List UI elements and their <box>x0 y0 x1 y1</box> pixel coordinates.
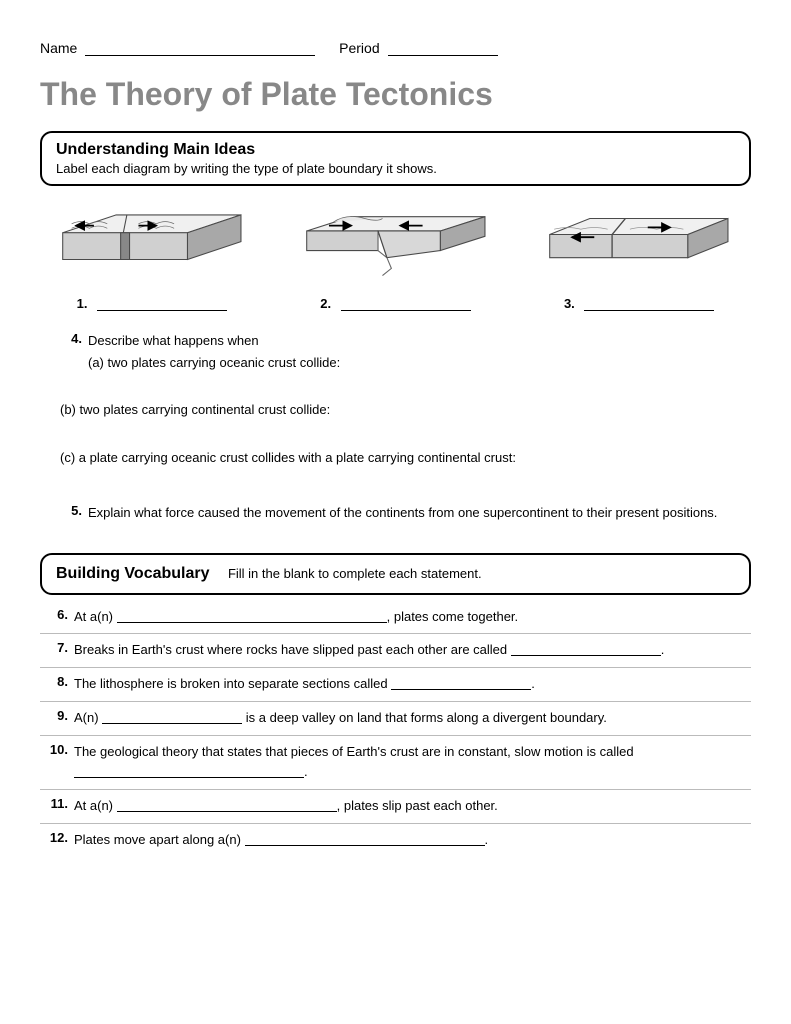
section2-heading: Building Vocabulary <box>56 565 210 582</box>
period-blank[interactable] <box>388 42 498 56</box>
v7-post: . <box>661 642 665 657</box>
v10-pre: The geological theory that states that p… <box>74 744 634 759</box>
diagram-3: 3. <box>527 206 751 311</box>
question-4: 4. Describe what happens when (a) two pl… <box>58 331 751 495</box>
diagram-2-blank[interactable] <box>341 297 471 311</box>
period-label: Period <box>339 40 379 56</box>
section-understanding-ideas: Understanding Main Ideas Label each diag… <box>40 131 751 186</box>
section1-instruction: Label each diagram by writing the type o… <box>56 161 735 176</box>
vocab-10: 10. The geological theory that states th… <box>40 736 751 791</box>
transform-boundary-icon <box>527 206 751 288</box>
v10-post: . <box>304 764 308 779</box>
v12-num: 12. <box>40 830 68 845</box>
vocab-12: 12. Plates move apart along a(n) . <box>40 824 751 857</box>
q4a-label: (a) <box>88 355 104 370</box>
v6-post: , plates come together. <box>387 609 519 624</box>
q4-part-b: (b) two plates carrying continental crus… <box>60 400 751 420</box>
questions-block: 4. Describe what happens when (a) two pl… <box>58 331 751 523</box>
name-label: Name <box>40 40 77 56</box>
v6-pre: At a(n) <box>74 609 117 624</box>
diagram-2: 2. <box>284 206 508 311</box>
v11-post: , plates slip past each other. <box>337 798 498 813</box>
q4-part-c: (c) a plate carrying oceanic crust colli… <box>60 448 751 468</box>
q4b-text: two plates carrying continental crust co… <box>80 402 331 417</box>
vocab-7: 7. Breaks in Earth's crust where rocks h… <box>40 634 751 668</box>
vocab-11: 11. At a(n) , plates slip past each othe… <box>40 790 751 824</box>
v12-blank[interactable] <box>245 834 485 846</box>
v6-blank[interactable] <box>117 611 387 623</box>
v7-blank[interactable] <box>511 644 661 656</box>
q4a-text: two plates carrying oceanic crust collid… <box>108 355 341 370</box>
diagram-1-answer: 1. <box>77 296 227 311</box>
q4c-text: a plate carrying oceanic crust collides … <box>79 450 516 465</box>
convergent-boundary-icon <box>284 206 508 288</box>
q5-num: 5. <box>58 503 82 523</box>
vocab-6: 6. At a(n) , plates come together. <box>40 601 751 635</box>
v9-pre: A(n) <box>74 710 102 725</box>
question-5: 5. Explain what force caused the movemen… <box>58 503 751 523</box>
vocab-8: 8. The lithosphere is broken into separa… <box>40 668 751 702</box>
diagram-3-num: 3. <box>564 296 575 311</box>
section-building-vocabulary: Building Vocabulary Fill in the blank to… <box>40 553 751 595</box>
v8-post: . <box>531 676 535 691</box>
q4-part-a: (a) two plates carrying oceanic crust co… <box>88 353 751 373</box>
q5-text: Explain what force caused the movement o… <box>88 503 751 523</box>
v12-post: . <box>485 832 489 847</box>
v8-blank[interactable] <box>391 678 531 690</box>
diagram-3-answer: 3. <box>564 296 714 311</box>
v11-num: 11. <box>40 796 68 811</box>
q4b-label: (b) <box>60 402 76 417</box>
diagram-1: 1. <box>40 206 264 311</box>
diagram-3-blank[interactable] <box>584 297 714 311</box>
v10-num: 10. <box>40 742 68 757</box>
diagram-2-answer: 2. <box>320 296 470 311</box>
page-title: The Theory of Plate Tectonics <box>40 76 751 113</box>
v11-pre: At a(n) <box>74 798 117 813</box>
v9-num: 9. <box>40 708 68 723</box>
diagram-2-num: 2. <box>320 296 331 311</box>
name-blank[interactable] <box>85 42 315 56</box>
q4c-label: (c) <box>60 450 75 465</box>
section2-instruction: Fill in the blank to complete each state… <box>228 566 482 581</box>
q4-intro: Describe what happens when <box>88 333 259 348</box>
vocab-list: 6. At a(n) , plates come together. 7. Br… <box>40 601 751 857</box>
divergent-boundary-icon <box>40 206 264 288</box>
v8-pre: The lithosphere is broken into separate … <box>74 676 391 691</box>
vocab-9: 9. A(n) is a deep valley on land that fo… <box>40 702 751 736</box>
v7-num: 7. <box>40 640 68 655</box>
v12-pre: Plates move apart along a(n) <box>74 832 245 847</box>
diagram-1-blank[interactable] <box>97 297 227 311</box>
v6-num: 6. <box>40 607 68 622</box>
v7-pre: Breaks in Earth's crust where rocks have… <box>74 642 511 657</box>
diagram-1-num: 1. <box>77 296 88 311</box>
diagrams-row: 1. 2. <box>40 206 751 311</box>
v10-blank[interactable] <box>74 766 304 778</box>
v8-num: 8. <box>40 674 68 689</box>
v9-post: is a deep valley on land that forms alon… <box>242 710 607 725</box>
v11-blank[interactable] <box>117 800 337 812</box>
worksheet-header: Name Period <box>40 40 751 56</box>
v9-blank[interactable] <box>102 712 242 724</box>
section1-heading: Understanding Main Ideas <box>56 141 255 158</box>
